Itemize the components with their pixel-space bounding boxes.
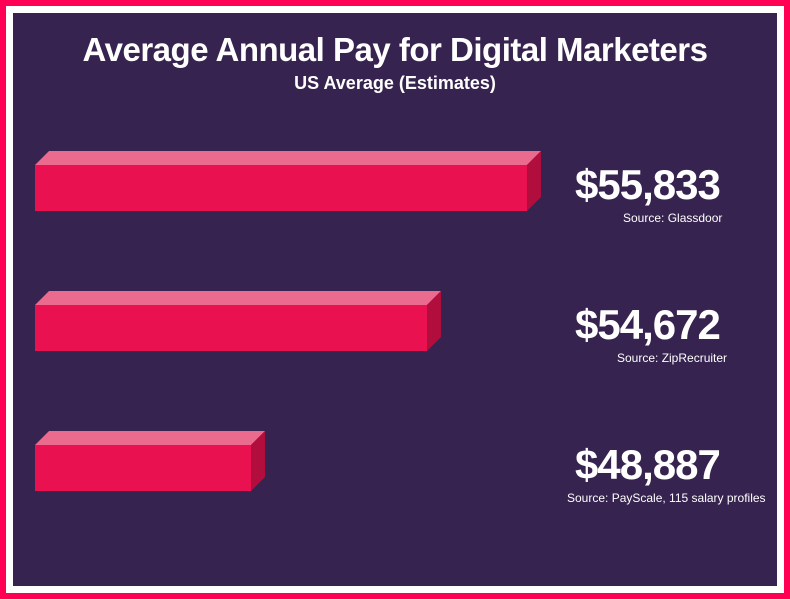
bar [35, 291, 441, 356]
bar [35, 151, 541, 216]
source-label: Source: Glassdoor [623, 211, 722, 225]
value-label: $54,672 [575, 301, 720, 349]
chart-title: Average Annual Pay for Digital Marketers [13, 13, 777, 69]
bar-row: $55,833 Source: Glassdoor [35, 151, 755, 231]
source-label: Source: ZipRecruiter [617, 351, 727, 365]
bar [35, 431, 265, 496]
value-label: $48,887 [575, 441, 720, 489]
value-label: $55,833 [575, 161, 720, 209]
chart-subtitle: US Average (Estimates) [13, 73, 777, 94]
bar-row: $48,887Source: PayScale, 115 salary prof… [35, 431, 755, 511]
outer-frame: Average Annual Pay for Digital Marketers… [0, 0, 790, 599]
bar-row: $54,672 Source: ZipRecruiter [35, 291, 755, 371]
bar-container: $55,833 Source: Glassdoor $54,672 Source: Z… [35, 151, 755, 574]
source-label: Source: PayScale, 115 salary profiles [567, 491, 766, 505]
chart-panel: Average Annual Pay for Digital Marketers… [13, 13, 777, 586]
inner-frame: Average Annual Pay for Digital Marketers… [6, 6, 784, 593]
